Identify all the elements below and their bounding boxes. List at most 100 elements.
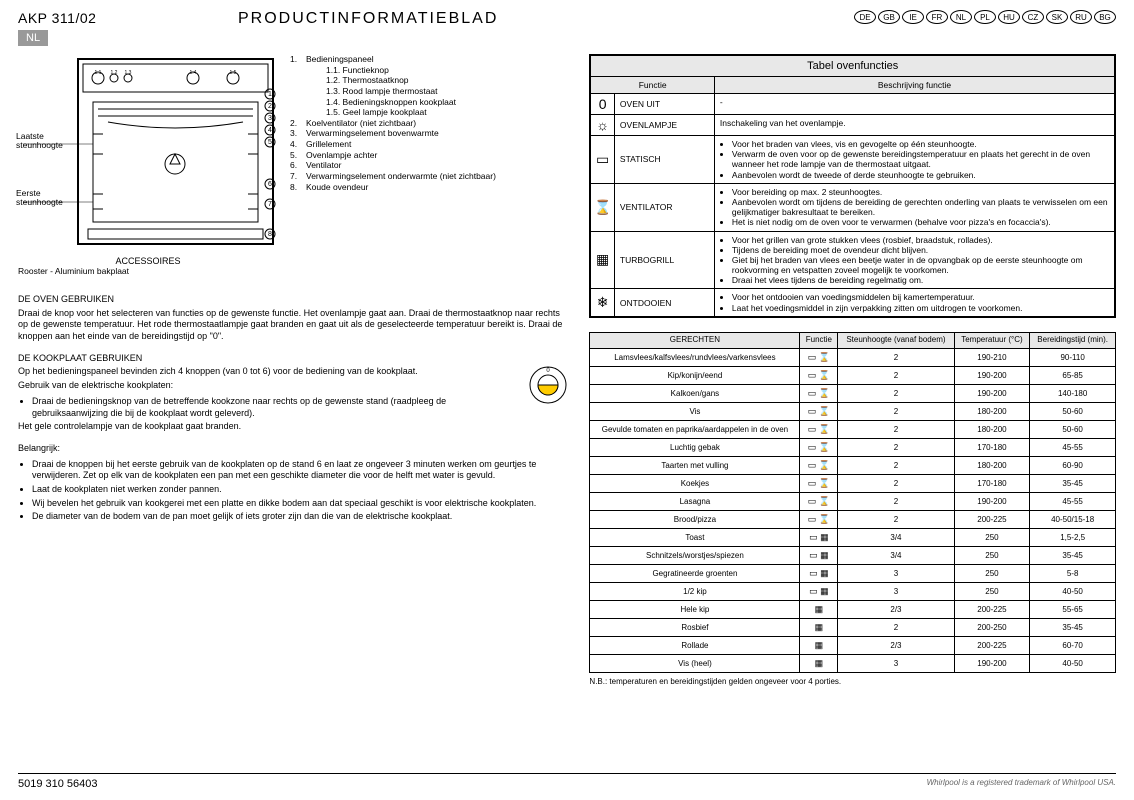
cook-dish: Rosbief bbox=[590, 618, 800, 636]
model-number: AKP 311/02 bbox=[18, 10, 118, 26]
cook-row: Vis▭ ⌛2180-20050-60 bbox=[590, 402, 1116, 420]
cook-function-icon: ▭ ⌛ bbox=[800, 492, 838, 510]
function-desc: Voor het ontdooien van voedingsmiddelen … bbox=[714, 289, 1115, 317]
function-name: OVEN UIT bbox=[614, 94, 714, 115]
svg-text:5: 5 bbox=[268, 139, 272, 146]
cook-height: 3 bbox=[838, 654, 954, 672]
cook-dish: Koekjes bbox=[590, 474, 800, 492]
cook-row: Lasagna▭ ⌛2190-20045-55 bbox=[590, 492, 1116, 510]
cook-function-icon: ▦ bbox=[800, 636, 838, 654]
cook-row: Gegratineerde groenten▭ ▦32505-8 bbox=[590, 564, 1116, 582]
cook-row: Koekjes▭ ⌛2170-18035-45 bbox=[590, 474, 1116, 492]
accessories-sub: Rooster - Aluminium bakplaat bbox=[18, 266, 278, 276]
cook-function-icon: ▭ ⌛ bbox=[800, 366, 838, 384]
function-row: ▦TURBOGRILLVoor het grillen van grote st… bbox=[590, 231, 1115, 289]
cook-row: Lamsvlees/kalfsvlees/rundvlees/varkensvl… bbox=[590, 348, 1116, 366]
lang-pill: GB bbox=[878, 10, 900, 24]
footer-left: 5019 310 56403 bbox=[18, 778, 98, 790]
cook-time: 60-70 bbox=[1030, 636, 1116, 654]
cook-dish: Kalkoen/gans bbox=[590, 384, 800, 402]
accessories-title: ACCESSOIRES bbox=[18, 256, 278, 266]
legend-item: 7.Verwarmingselement onderwarmte (niet z… bbox=[290, 171, 560, 182]
svg-text:0: 0 bbox=[547, 368, 551, 374]
cook-time: 45-55 bbox=[1030, 438, 1116, 456]
cook-temp: 200-225 bbox=[954, 600, 1030, 618]
cook-temp: 190-200 bbox=[954, 492, 1030, 510]
function-icon: ▭ bbox=[590, 136, 614, 184]
cook-dish: Gevulde tomaten en paprika/aardappelen i… bbox=[590, 420, 800, 438]
function-icon: 0 bbox=[590, 94, 614, 115]
cook-header: Bereidingstijd (min). bbox=[1030, 332, 1116, 348]
cooking-note: N.B.: temperaturen en bereidingstijden g… bbox=[589, 677, 1116, 686]
legend-item: 1.5. Geel lampje kookplaat bbox=[290, 107, 560, 118]
functions-h2: Beschrijving functie bbox=[714, 77, 1115, 94]
cook-row: Taarten met vulling▭ ⌛2180-20060-90 bbox=[590, 456, 1116, 474]
cook-height: 3/4 bbox=[838, 528, 954, 546]
cook-dish: Lamsvlees/kalfsvlees/rundvlees/varkensvl… bbox=[590, 348, 800, 366]
cook-row: Toast▭ ▦3/42501,5-2,5 bbox=[590, 528, 1116, 546]
cook-time: 1,5-2,5 bbox=[1030, 528, 1116, 546]
function-desc: Voor het grillen van grote stukken vlees… bbox=[714, 231, 1115, 289]
cook-time: 90-110 bbox=[1030, 348, 1116, 366]
cook-header: Functie bbox=[800, 332, 838, 348]
legend-item: 3.Verwarmingselement bovenwarmte bbox=[290, 128, 560, 139]
label-last-shelf: Laatste steunhoogte bbox=[16, 132, 71, 151]
lang-pill: IE bbox=[902, 10, 924, 24]
legend-item: 1.2. Thermostaatknop bbox=[290, 75, 560, 86]
cook-temp: 200-225 bbox=[954, 636, 1030, 654]
cook-height: 2/3 bbox=[838, 636, 954, 654]
footer: 5019 310 56403 Whirlpool is a registered… bbox=[18, 773, 1116, 790]
body-text: DE OVEN GEBRUIKEN Draai de knop voor het… bbox=[18, 294, 569, 523]
lang-pill: HU bbox=[998, 10, 1020, 24]
knob-icon: 0 bbox=[527, 364, 569, 406]
svg-text:4: 4 bbox=[268, 127, 272, 134]
cook-dish: Vis (heel) bbox=[590, 654, 800, 672]
cook-function-icon: ▦ bbox=[800, 600, 838, 618]
svg-text:1: 1 bbox=[268, 91, 272, 98]
cook-time: 45-55 bbox=[1030, 492, 1116, 510]
cook-dish: Luchtig gebak bbox=[590, 438, 800, 456]
cook-time: 40-50/15-18 bbox=[1030, 510, 1116, 528]
lang-pill: NL bbox=[950, 10, 972, 24]
footer-right: Whirlpool is a registered trademark of W… bbox=[927, 778, 1116, 790]
cook-dish: Brood/pizza bbox=[590, 510, 800, 528]
cook-height: 2 bbox=[838, 510, 954, 528]
lang-pill: CZ bbox=[1022, 10, 1044, 24]
cook-temp: 250 bbox=[954, 564, 1030, 582]
cook-header: GERECHTEN bbox=[590, 332, 800, 348]
legend-item: 5.Ovenlampje achter bbox=[290, 150, 560, 161]
function-name: STATISCH bbox=[614, 136, 714, 184]
cook-dish: Schnitzels/worstjes/spiezen bbox=[590, 546, 800, 564]
cook-dish: Taarten met vulling bbox=[590, 456, 800, 474]
section3-title: Belangrijk: bbox=[18, 443, 569, 455]
cook-function-icon: ▭ ▦ bbox=[800, 564, 838, 582]
header: AKP 311/02 NL PRODUCTINFORMATIEBLAD DEGB… bbox=[18, 10, 1116, 46]
function-row: ❄ONTDOOIENVoor het ontdooien van voeding… bbox=[590, 289, 1115, 317]
lang-pill: DE bbox=[854, 10, 876, 24]
cook-row: Rosbief▦2200-25035-45 bbox=[590, 618, 1116, 636]
function-name: ONTDOOIEN bbox=[614, 289, 714, 317]
cook-header: Steunhoogte (vanaf bodem) bbox=[838, 332, 954, 348]
section1-title: DE OVEN GEBRUIKEN bbox=[18, 294, 569, 306]
cook-header: Temperatuur (°C) bbox=[954, 332, 1030, 348]
section3-li2: Laat de kookplaten niet werken zonder pa… bbox=[32, 484, 569, 496]
cook-height: 2/3 bbox=[838, 600, 954, 618]
legend-list: 1.Bedieningspaneel1.1. Functieknop1.2. T… bbox=[290, 54, 560, 276]
cook-row: Kip/konijn/eend▭ ⌛2190-20065-85 bbox=[590, 366, 1116, 384]
section2-li1: Draai de bedieningsknop van de betreffen… bbox=[32, 396, 569, 419]
svg-text:1.4: 1.4 bbox=[190, 70, 197, 76]
cook-temp: 190-200 bbox=[954, 366, 1030, 384]
function-desc: Voor bereiding op max. 2 steunhoogtes.Aa… bbox=[714, 183, 1115, 231]
cook-row: Kalkoen/gans▭ ⌛2190-200140-180 bbox=[590, 384, 1116, 402]
svg-text:1.3: 1.3 bbox=[125, 70, 132, 76]
oven-diagram: 1.1 1.2 1.3 1.4 1.5 bbox=[18, 54, 278, 254]
cook-temp: 250 bbox=[954, 546, 1030, 564]
cook-row: Vis (heel)▦3190-20040-50 bbox=[590, 654, 1116, 672]
cook-time: 40-50 bbox=[1030, 582, 1116, 600]
section3-li1: Draai de knoppen bij het eerste gebruik … bbox=[32, 459, 569, 482]
cook-height: 2 bbox=[838, 438, 954, 456]
function-icon: ❄ bbox=[590, 289, 614, 317]
cook-height: 2 bbox=[838, 474, 954, 492]
legend-item: 1.4. Bedieningsknoppen kookplaat bbox=[290, 97, 560, 108]
cook-row: 1/2 kip▭ ▦325040-50 bbox=[590, 582, 1116, 600]
